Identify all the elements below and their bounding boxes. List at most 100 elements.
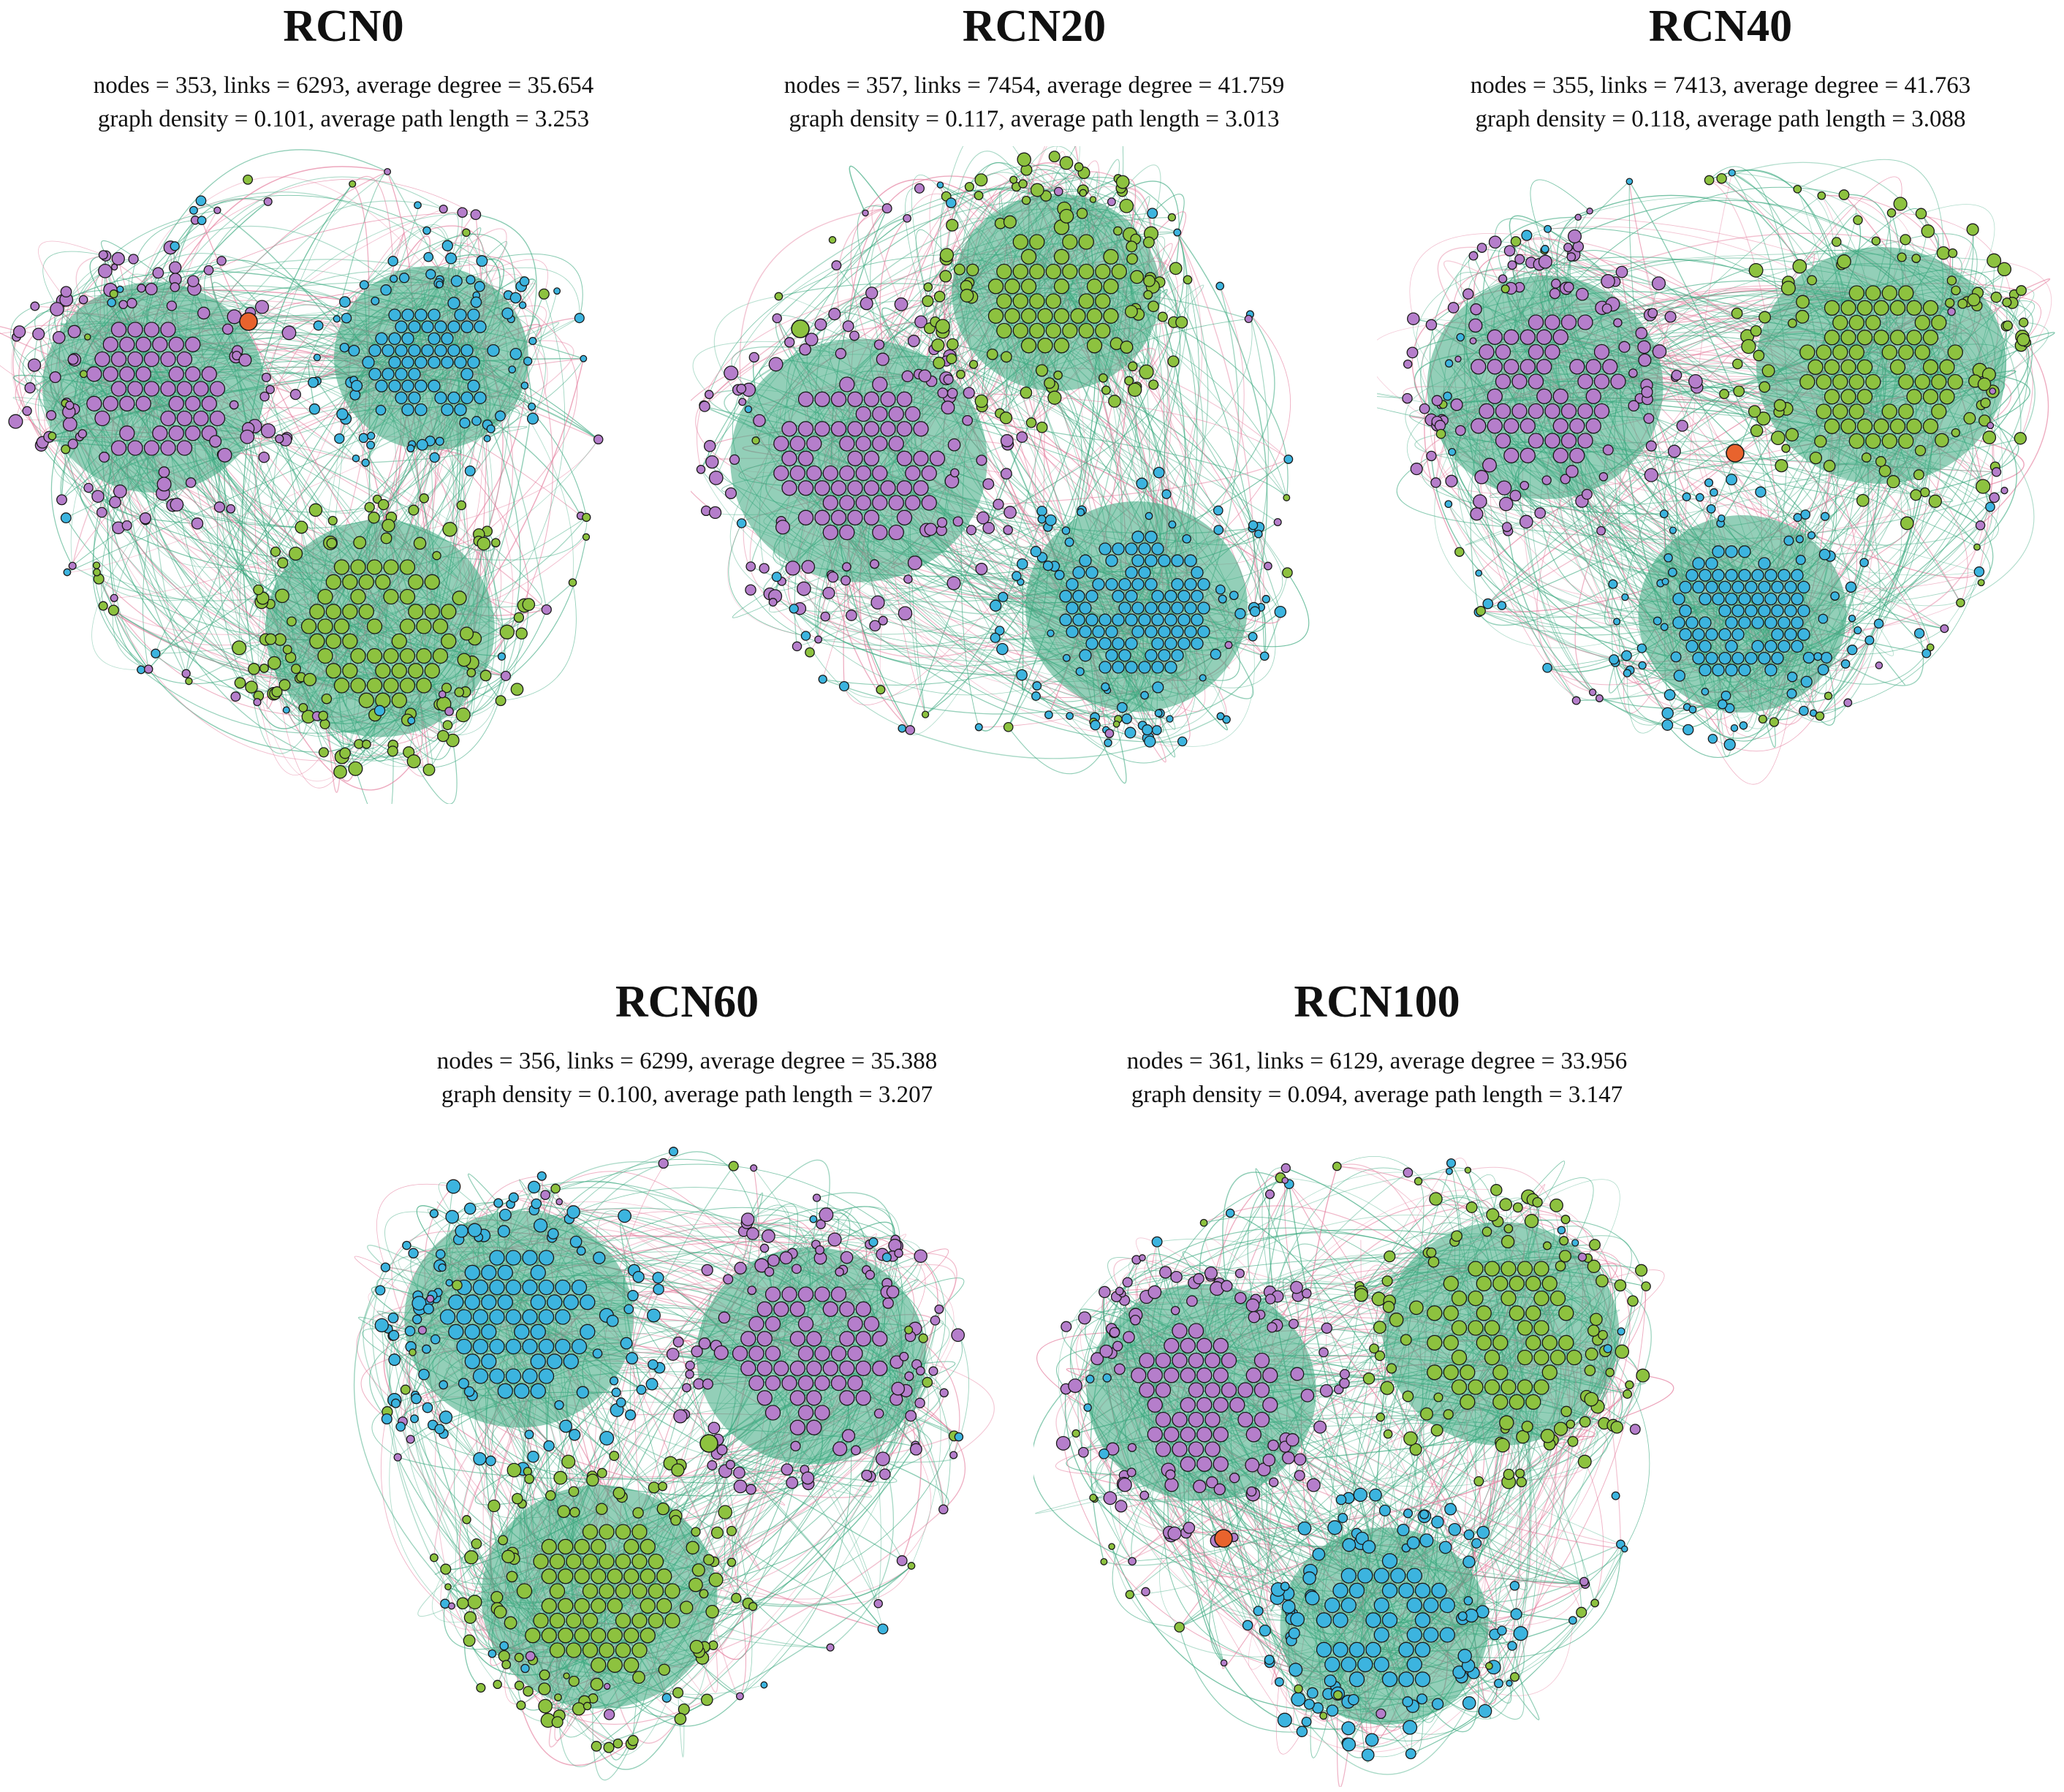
- network-node: [1519, 359, 1536, 375]
- network-node: [1131, 601, 1145, 615]
- network-node: [872, 376, 888, 392]
- network-node: [1004, 308, 1020, 324]
- network-node: [998, 591, 1009, 602]
- network-node: [1003, 506, 1017, 519]
- network-node: [1645, 440, 1657, 452]
- network-node: [1991, 467, 2002, 477]
- positive-link: [1457, 430, 1616, 663]
- network-node: [768, 357, 784, 372]
- network-node: [880, 480, 896, 496]
- network-node: [61, 444, 71, 455]
- network-node: [846, 610, 857, 621]
- network-node: [1184, 625, 1197, 639]
- network-node: [1001, 351, 1012, 363]
- network-node: [996, 293, 1012, 309]
- network-node: [390, 274, 398, 284]
- stats-line-2: graph density = 0.117, average path leng…: [789, 106, 1280, 132]
- network-node: [248, 663, 260, 675]
- network-node: [1136, 477, 1148, 490]
- positive-link: [713, 1382, 928, 1646]
- network-node: [799, 343, 811, 356]
- network-node: [429, 452, 440, 463]
- network-node: [459, 626, 474, 641]
- network-node: [270, 546, 281, 557]
- network-node: [1618, 341, 1631, 353]
- network-node: [860, 297, 873, 311]
- network-node: [1182, 534, 1192, 544]
- network-node: [234, 677, 246, 689]
- network-node: [901, 370, 914, 383]
- negative-link: [96, 572, 265, 669]
- network-node: [797, 391, 814, 407]
- positive-link: [1573, 249, 1765, 387]
- network-node: [1475, 569, 1483, 577]
- network-node: [1037, 338, 1053, 354]
- network-node: [414, 201, 422, 210]
- network-node: [1496, 480, 1512, 496]
- network-node: [1029, 234, 1045, 250]
- network-node: [986, 348, 998, 360]
- network-node: [462, 228, 471, 238]
- network-node: [830, 480, 847, 496]
- network-node: [1799, 705, 1809, 716]
- network-node: [1792, 259, 1807, 274]
- network-node: [110, 381, 127, 397]
- network-node: [350, 559, 366, 575]
- network-node: [1112, 613, 1125, 626]
- network-node: [1673, 669, 1686, 682]
- network-node: [127, 440, 143, 456]
- network-node: [974, 191, 984, 200]
- positive-link: [725, 1470, 753, 1697]
- network-node: [1807, 359, 1824, 375]
- network-node: [277, 557, 289, 569]
- network-node: [1750, 424, 1764, 438]
- network-node: [341, 312, 352, 324]
- network-node: [308, 403, 321, 415]
- network-node: [1029, 322, 1045, 339]
- network-node: [1151, 725, 1162, 735]
- network-node: [849, 330, 860, 341]
- network-node: [1881, 285, 1897, 301]
- positive-link: [1797, 159, 1944, 254]
- network-node: [1148, 379, 1159, 390]
- network-node: [872, 436, 888, 452]
- network-node: [1947, 373, 1963, 390]
- network-node: [1017, 558, 1028, 570]
- network-node: [1471, 418, 1487, 434]
- network-node: [325, 633, 341, 649]
- network-node: [751, 436, 760, 445]
- network-node: [460, 343, 474, 357]
- network-node: [956, 369, 965, 379]
- network-node: [454, 687, 465, 697]
- network-node: [1914, 314, 1930, 331]
- network-node: [1796, 295, 1810, 309]
- network-node: [1048, 151, 1061, 163]
- network-node: [287, 616, 297, 627]
- network-node: [1795, 555, 1806, 566]
- network-node: [110, 351, 127, 368]
- network-node: [416, 438, 428, 451]
- network-node: [1931, 403, 1947, 419]
- network-node: [1131, 577, 1145, 591]
- network-node: [1914, 344, 1930, 360]
- network-node: [1712, 592, 1725, 606]
- network-node: [1099, 661, 1112, 674]
- network-node: [1821, 651, 1832, 664]
- positive-link: [193, 191, 471, 281]
- network-node: [1144, 735, 1156, 748]
- network-node: [107, 604, 119, 616]
- network-node: [1738, 616, 1751, 629]
- positive-link: [186, 362, 369, 674]
- network-node: [282, 645, 292, 655]
- network-node: [135, 395, 151, 411]
- network-node: [1037, 515, 1047, 524]
- network-node: [1431, 395, 1443, 406]
- network-node: [1036, 505, 1047, 517]
- network-node: [789, 436, 805, 452]
- network-node: [1975, 520, 1986, 531]
- network-node: [1003, 721, 1014, 732]
- network-node: [1764, 639, 1777, 653]
- network-node: [67, 354, 79, 365]
- network-node: [1199, 674, 1207, 682]
- network-node: [145, 282, 158, 296]
